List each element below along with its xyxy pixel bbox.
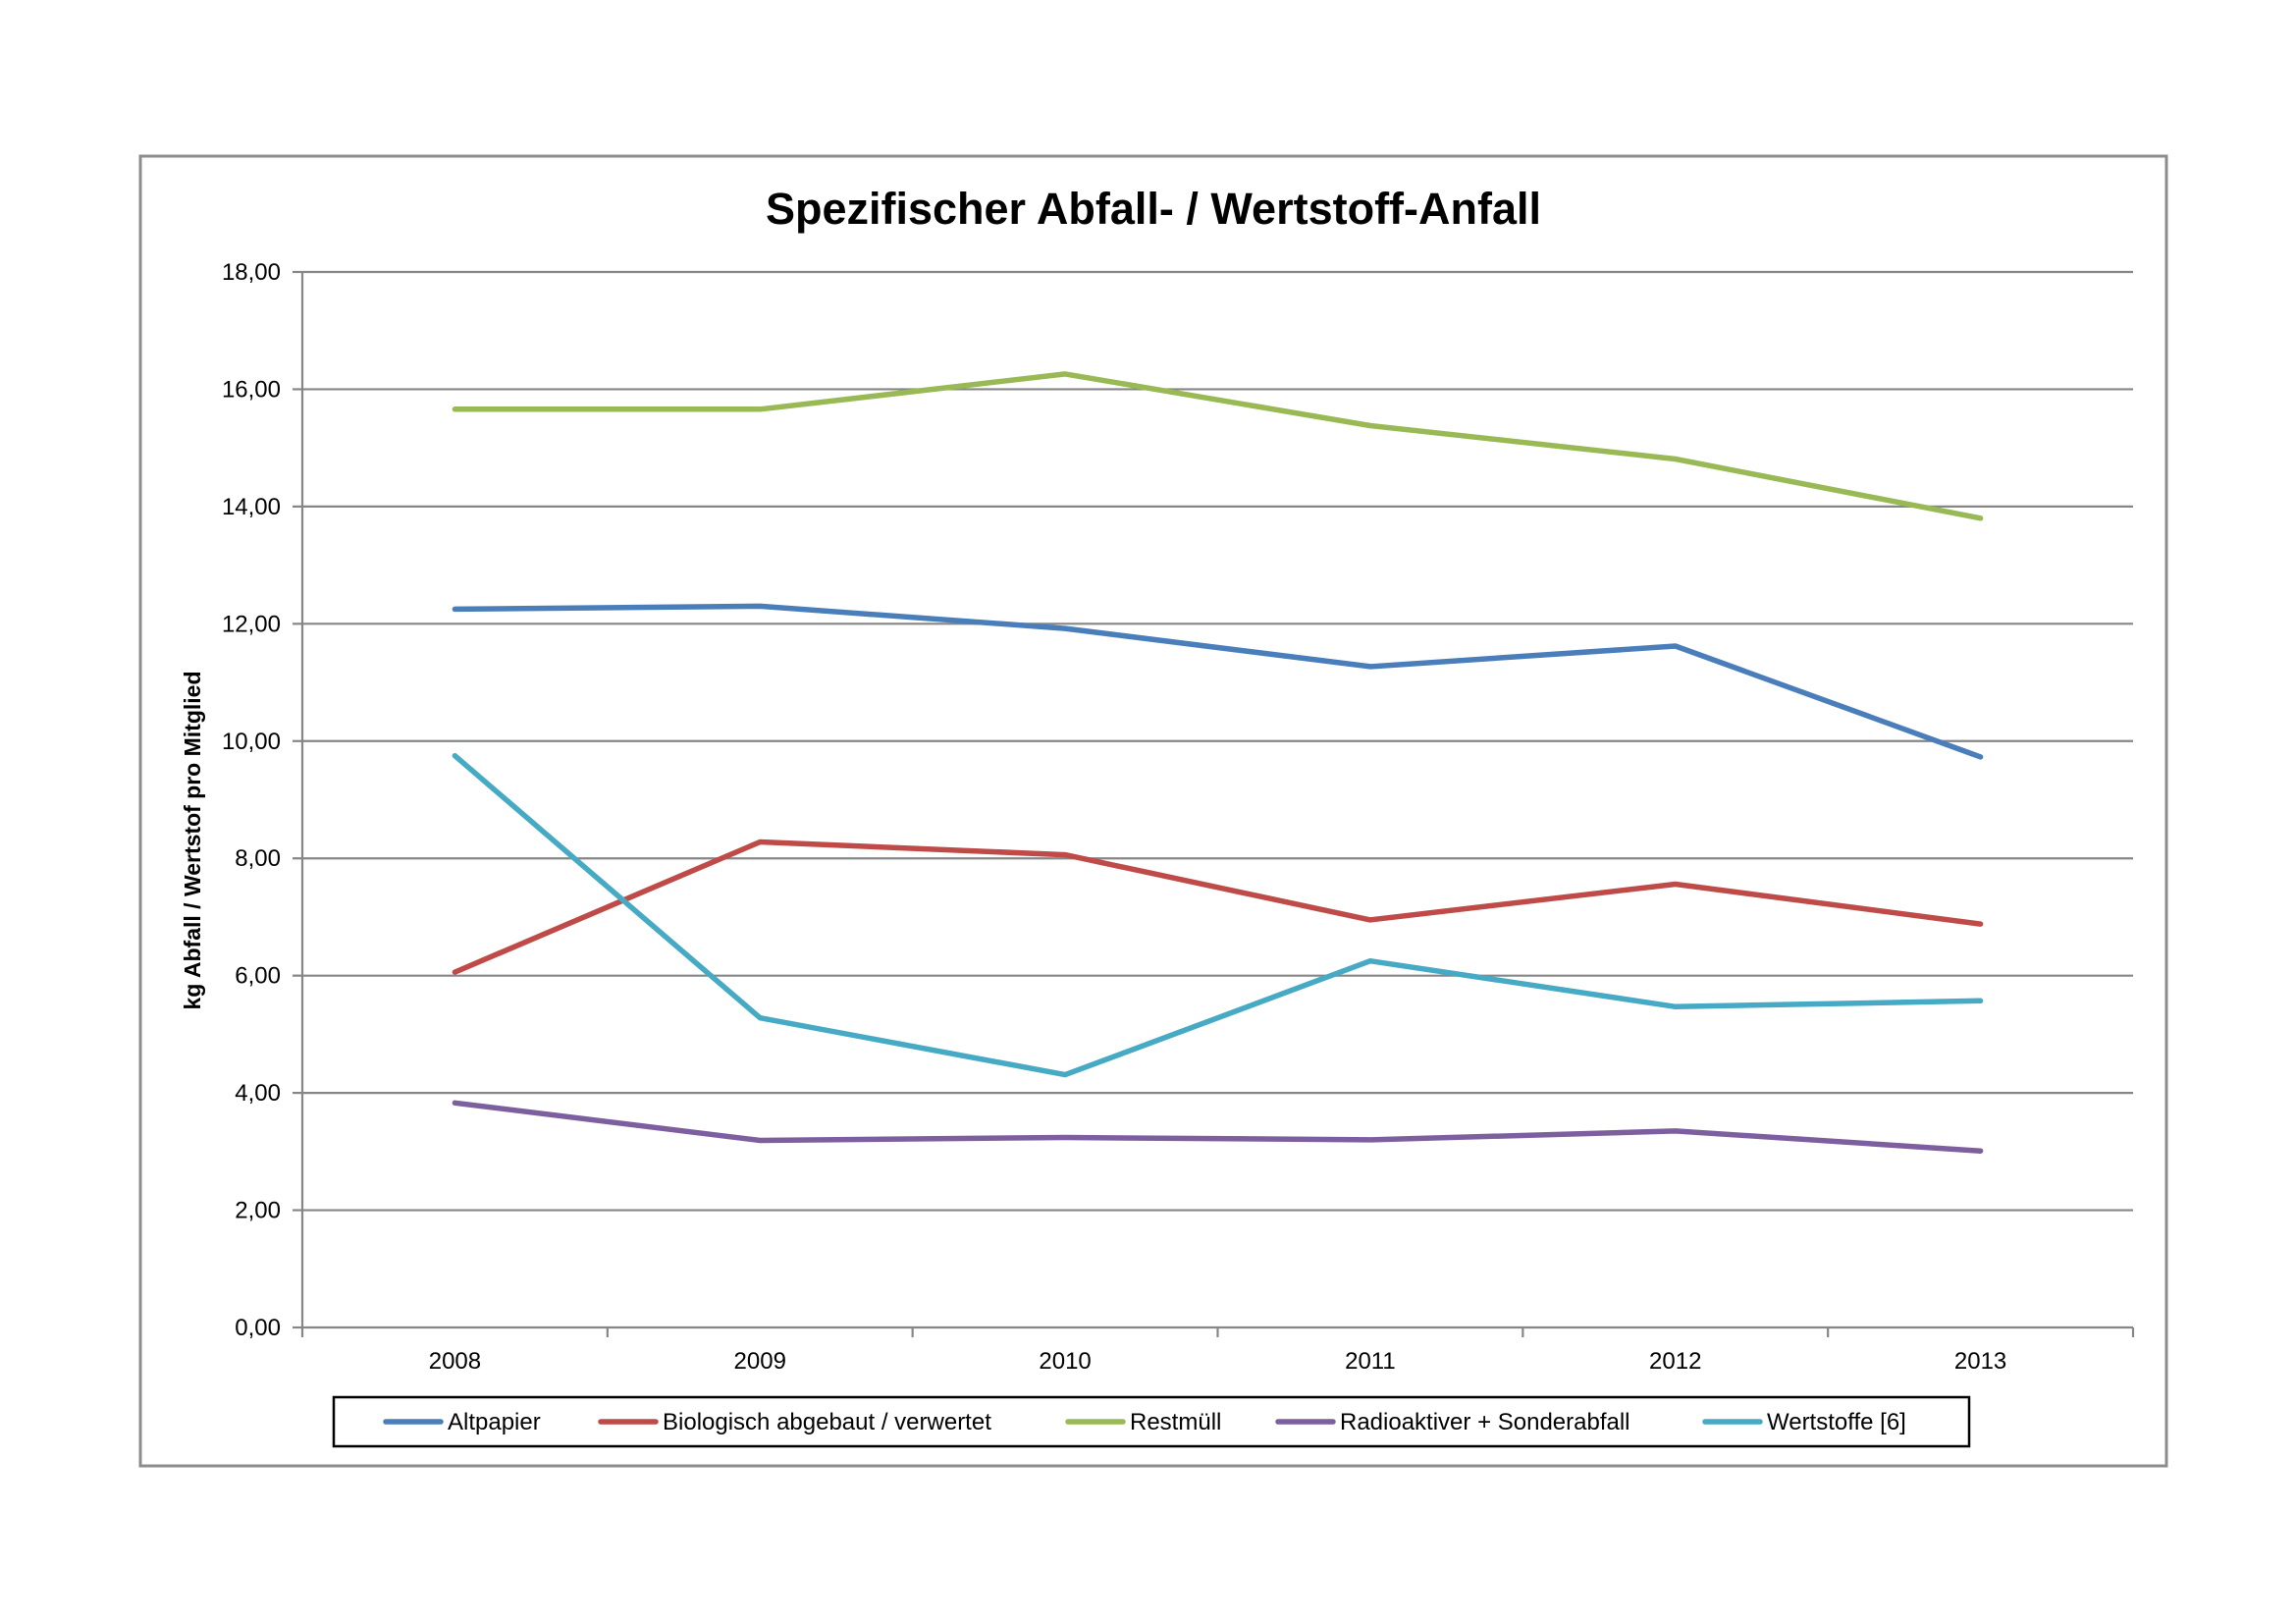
- y-axis-title: kg Abfall / Wertstof pro Mitglied: [180, 672, 205, 1010]
- legend: Altpapier Biologisch abgebaut / verwertet…: [383, 1409, 1906, 1435]
- chart-title: Spezifischer Abfall- / Wertstoff-Anfall: [766, 184, 1541, 234]
- series-line-5: [452, 752, 1984, 1078]
- y-tick-label: 14,00: [222, 494, 281, 520]
- legend-label: Restmüll: [1130, 1409, 1221, 1435]
- series-line-3: [452, 371, 1984, 521]
- x-tick-label: 2008: [429, 1348, 481, 1375]
- legend-box: [332, 1395, 1971, 1448]
- y-tick-label: 8,00: [235, 845, 281, 872]
- chart-frame: [138, 154, 2168, 1468]
- gridlines: [302, 270, 2133, 1212]
- y-tick-label: 10,00: [222, 729, 281, 755]
- y-tick-label: 2,00: [235, 1198, 281, 1224]
- x-tick-label: 2013: [1954, 1348, 2006, 1375]
- series-line-4: [452, 1100, 1984, 1154]
- x-tick-label: 2010: [1039, 1348, 1091, 1375]
- axes: 0,00 2,00 4,00 6,00 8,00 10,00 12,00 14,00 16,00…: [222, 259, 2135, 1375]
- y-tick-label: 0,00: [235, 1315, 281, 1341]
- y-tick-label: 4,00: [235, 1080, 281, 1107]
- x-tick-label: 2009: [734, 1348, 786, 1375]
- x-tick-label: 2012: [1649, 1348, 1701, 1375]
- x-tick-label: 2011: [1345, 1348, 1396, 1375]
- legend-label: Altpapier: [448, 1409, 541, 1435]
- legend-label: Wertstoffe [6]: [1767, 1409, 1906, 1435]
- legend-label: Radioaktiver + Sonderabfall: [1340, 1409, 1630, 1435]
- series-line-1: [452, 603, 1984, 760]
- legend-label: Biologisch abgebaut / verwertet: [663, 1409, 991, 1435]
- y-tick-label: 16,00: [222, 376, 281, 403]
- y-tick-label: 6,00: [235, 963, 281, 990]
- y-tick-label: 18,00: [222, 259, 281, 286]
- y-tick-label: 12,00: [222, 611, 281, 637]
- series-lines: [452, 371, 1984, 1154]
- series-line-2: [452, 839, 1984, 975]
